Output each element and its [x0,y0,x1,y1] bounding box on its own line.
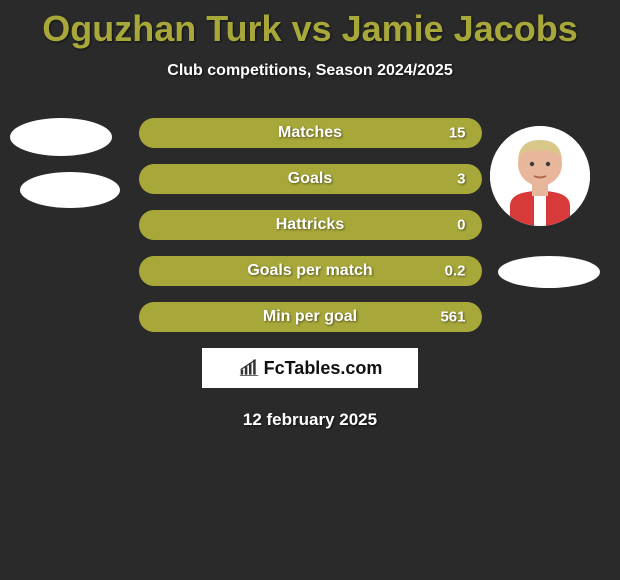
player-right-svg [490,126,590,226]
stat-value: 561 [440,309,465,326]
stat-label: Min per goal [263,308,357,326]
stat-row: Min per goal 561 [139,302,482,332]
stat-row: Hattricks 0 [139,210,482,240]
stat-label: Matches [278,124,342,142]
player-right-avatar [490,126,590,226]
stat-value: 0.2 [445,263,466,280]
subtitle: Club competitions, Season 2024/2025 [0,62,620,80]
stat-label: Goals per match [247,262,372,280]
date-text: 12 february 2025 [0,410,620,430]
player-left-shape-2 [20,172,120,208]
player-left-shape-1 [10,118,112,156]
page-title: Oguzhan Turk vs Jamie Jacobs [0,0,620,50]
stat-row: Goals per match 0.2 [139,256,482,286]
stat-value: 3 [457,171,465,188]
brand-box: FcTables.com [202,348,418,388]
stat-value: 15 [449,125,466,142]
player-right-shape-2 [498,256,600,288]
stat-label: Hattricks [276,216,344,234]
bar-chart-icon [238,358,260,378]
stat-row: Matches 15 [139,118,482,148]
stat-label: Goals [288,170,332,188]
stat-row: Goals 3 [139,164,482,194]
brand-text: FcTables.com [264,358,383,379]
stat-value: 0 [457,217,465,234]
